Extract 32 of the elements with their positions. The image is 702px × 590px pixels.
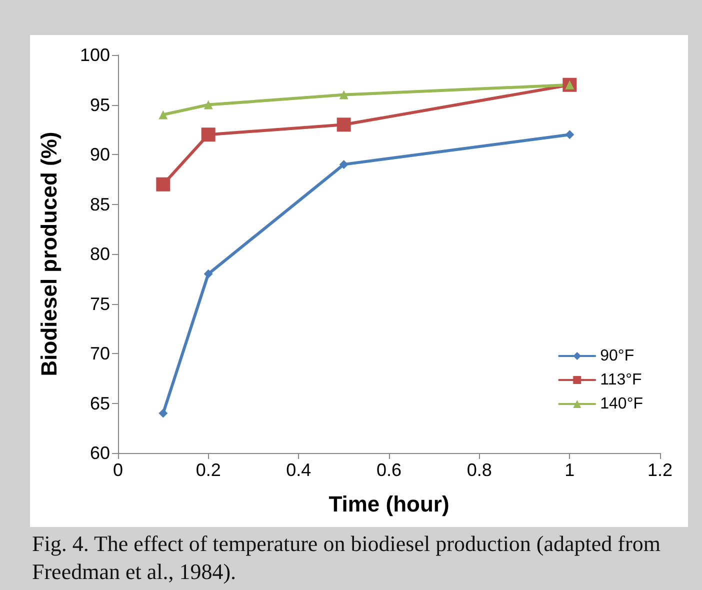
legend-label: 140°F	[600, 396, 644, 412]
legend-label: 90°F	[600, 348, 634, 364]
y-tick-label: 100	[80, 45, 110, 65]
x-tick-label: 0.4	[286, 460, 312, 480]
y-tick-label: 75	[90, 294, 110, 314]
y-tick-label: 90	[90, 144, 110, 164]
x-axis-title: Time (hour)	[328, 492, 450, 516]
point	[201, 128, 216, 142]
x-tick-label: 1.2	[647, 460, 673, 480]
x-tick-label: 0.2	[196, 460, 221, 480]
point	[204, 269, 213, 278]
point	[339, 90, 348, 100]
y-tick-label: 80	[90, 244, 110, 264]
point	[565, 130, 574, 140]
caption: Fig. 4. The effect of temperature on biodiesel production (adapted from Freedman et al., 1984).	[32, 530, 662, 586]
y-tick-label: 70	[90, 344, 110, 364]
point	[156, 177, 170, 192]
x-tick-label: 0.8	[466, 460, 492, 480]
point	[339, 160, 348, 169]
point	[158, 408, 168, 418]
x-tick-label: 1	[564, 460, 575, 480]
y-tick-label: 95	[90, 94, 110, 115]
y-tick-label: 65	[90, 393, 110, 414]
x-tick-label: 0.6	[376, 460, 402, 480]
point	[336, 118, 351, 132]
legend-label: 113°F	[600, 372, 642, 388]
y-tick-label: 60	[90, 443, 110, 463]
point	[158, 110, 168, 120]
point	[204, 100, 213, 110]
x-tick-label: 0	[112, 460, 124, 480]
y-axis-title: Biodiesel produced (%)	[36, 132, 62, 376]
y-tick-label: 85	[90, 194, 110, 214]
